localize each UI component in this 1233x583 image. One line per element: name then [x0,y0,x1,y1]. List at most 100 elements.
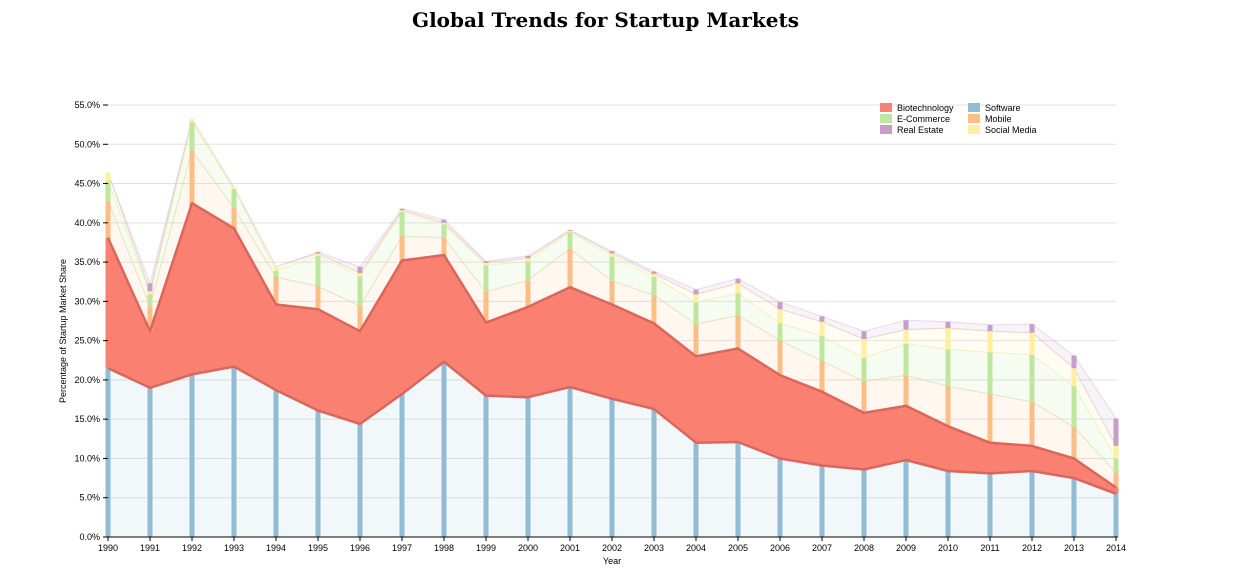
bar-mobile-2005 [735,315,741,349]
bar-social-media-1999 [483,262,489,266]
bar-software-2009 [903,460,909,537]
bar-e-commerce-2007 [819,335,825,361]
bar-real-estate-2001 [567,229,573,231]
bar-e-commerce-1991 [147,294,153,307]
x-tick-label: 2005 [728,543,748,553]
x-tick-label: 2010 [938,543,958,553]
bar-real-estate-1997 [399,208,405,211]
bar-social-media-1995 [315,253,321,256]
bar-e-commerce-1995 [315,255,321,287]
bar-biotechnology-2006 [777,375,783,459]
bar-software-1994 [273,390,279,537]
bar-mobile-1990 [105,200,111,238]
bar-real-estate-1991 [147,283,153,292]
bar-software-1992 [189,374,195,537]
bar-software-2002 [609,398,615,537]
bar-real-estate-2011 [987,324,993,332]
bar-software-1997 [399,394,405,537]
bar-social-media-2009 [903,329,909,344]
bar-software-2001 [567,387,573,537]
y-axis-label: Percentage of Startup Market Share [58,259,68,403]
bar-real-estate-2008 [861,331,867,340]
bar-software-2000 [525,397,531,537]
bar-e-commerce-2004 [693,302,699,325]
bar-mobile-1991 [147,306,153,332]
bar-biotechnology-2012 [1029,445,1035,471]
bar-real-estate-2004 [693,289,699,295]
legend-layer: Biotechnology Software E-Commerce Mobile Rea… [880,103,1037,135]
bar-software-1995 [315,410,321,537]
x-tick-label: 2006 [770,543,790,553]
bar-biotechnology-2007 [819,391,825,466]
x-tick-label: 2002 [602,543,622,553]
bar-real-estate-2000 [525,255,531,259]
bar-biotechnology-2010 [945,426,951,472]
bar-social-media-2000 [525,258,531,262]
bar-mobile-2013 [1071,427,1077,459]
bar-layer [105,119,1119,537]
legend-label-software: Software [985,103,1021,113]
bar-software-2010 [945,471,951,537]
y-tick-label: 30.0% [74,296,100,306]
x-tick-label: 2001 [560,543,580,553]
bar-e-commerce-1994 [273,270,279,277]
bar-mobile-2001 [567,248,573,288]
x-axis-label: Year [603,556,621,566]
bar-e-commerce-2014 [1113,458,1119,473]
bar-biotechnology-1990 [105,237,111,369]
y-tick-label: 40.0% [74,218,100,228]
legend-swatch-social-media [968,125,980,134]
bar-biotechnology-1998 [441,255,447,362]
bar-biotechnology-2003 [651,323,657,409]
y-tick-label: 10.0% [74,453,100,463]
y-tick-label: 15.0% [74,414,100,424]
legend-label-biotechnology: Biotechnology [897,103,954,113]
bar-e-commerce-2000 [525,261,531,281]
y-tick-label: 20.0% [74,375,100,385]
x-tick-label: 2008 [854,543,874,553]
x-tick-label: 2014 [1106,543,1126,553]
bar-biotechnology-2002 [609,304,615,399]
bar-social-media-2007 [819,321,825,336]
bar-mobile-2004 [693,324,699,357]
x-tick-label: 1993 [224,543,244,553]
x-tick-label: 1999 [476,543,496,553]
legend-swatch-software [968,103,980,112]
legend-label-mobile: Mobile [985,114,1012,124]
bar-mobile-2014 [1113,472,1119,488]
bar-software-1999 [483,395,489,537]
bar-e-commerce-2003 [651,277,657,296]
bar-e-commerce-1993 [231,189,237,208]
x-tick-label: 1991 [140,543,160,553]
bar-mobile-2011 [987,394,993,443]
x-tick-label: 2012 [1022,543,1042,553]
bar-mobile-1993 [231,207,237,229]
bar-real-estate-1998 [441,219,447,223]
bar-biotechnology-1996 [357,331,363,424]
bar-e-commerce-1997 [399,211,405,237]
bar-e-commerce-2006 [777,323,783,341]
x-tick-label: 2011 [980,543,999,553]
legend-label-e-commerce: E-Commerce [897,114,950,124]
bar-e-commerce-1998 [441,224,447,238]
bar-biotechnology-2000 [525,306,531,398]
x-tick-label: 1996 [350,543,370,553]
bar-social-media-1997 [399,210,405,212]
bar-social-media-1991 [147,291,153,295]
x-tick-label: 1990 [98,543,118,553]
bar-e-commerce-2002 [609,256,615,281]
legend-label-real-estate: Real Estate [897,125,944,135]
bar-real-estate-2013 [1071,355,1077,369]
bar-e-commerce-1992 [189,122,195,151]
y-tick-label: 35.0% [74,257,100,267]
bar-biotechnology-2014 [1113,487,1119,494]
bar-biotechnology-1991 [147,331,153,388]
bar-software-2005 [735,442,741,537]
bar-mobile-1992 [189,150,195,204]
bar-software-2013 [1071,478,1077,537]
bar-social-media-2006 [777,309,783,324]
line-layer [106,201,1117,495]
bar-mobile-1996 [357,306,363,332]
